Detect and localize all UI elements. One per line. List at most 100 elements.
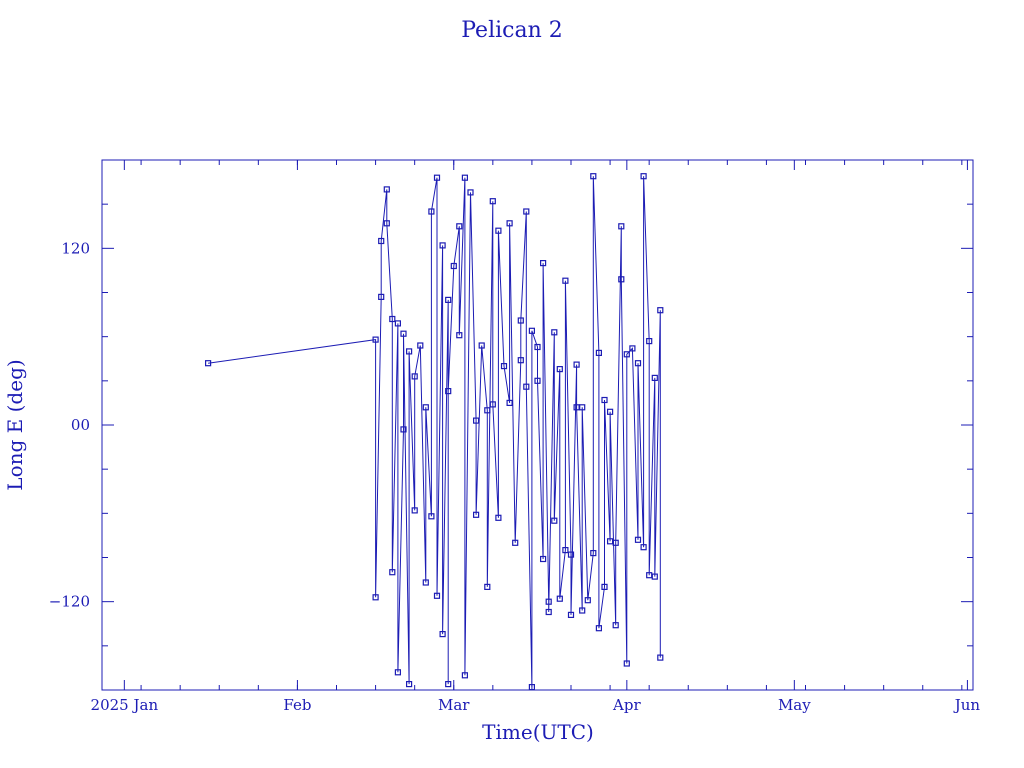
series-line (208, 176, 661, 688)
data-point (428, 513, 435, 520)
data-point (389, 315, 396, 323)
data-point (394, 320, 401, 327)
data-point (484, 583, 491, 591)
data-point (411, 373, 418, 380)
data-point (534, 377, 541, 384)
data-point (562, 277, 569, 284)
data-point (551, 517, 558, 524)
x-axis-label: Time(UTC) (482, 720, 594, 744)
data-point (389, 569, 396, 576)
y-tick-label: 00 (71, 416, 90, 434)
y-axis-label: Long E (deg) (3, 359, 27, 490)
data-point (528, 327, 536, 334)
data-point (629, 345, 636, 352)
y-tick-label: 120 (61, 239, 90, 257)
data-point (651, 573, 658, 580)
data-point (523, 383, 530, 390)
data-point (461, 174, 468, 181)
data-point (506, 220, 513, 227)
data-point (567, 611, 575, 619)
data-point (372, 594, 379, 601)
data-point (606, 538, 614, 545)
x-axis: 2025 Jan Feb Mar Apr May Jun (91, 160, 981, 714)
data-point (623, 351, 630, 358)
x-tick-label: Feb (283, 696, 311, 714)
data-point (634, 536, 642, 543)
data-point (383, 186, 390, 193)
data-point (400, 426, 407, 433)
data-point (406, 348, 413, 355)
data-point (539, 555, 547, 563)
y-axis: 120 00 −120 (49, 159, 973, 691)
data-point (406, 680, 413, 688)
data-point (612, 539, 619, 546)
data-point (394, 669, 401, 676)
data-point (551, 329, 558, 336)
x-tick-label: Jun (953, 696, 981, 714)
data-point (657, 654, 664, 661)
data-point (595, 349, 603, 356)
data-point (573, 404, 580, 411)
data-point (584, 597, 591, 604)
plot-frame (101, 159, 974, 691)
data-point (478, 342, 485, 349)
data-point (445, 296, 452, 303)
data-point (500, 363, 508, 370)
data-point (495, 514, 502, 521)
x-tick-label: 2025 Jan (91, 696, 159, 714)
data-point (517, 317, 524, 324)
data-point (640, 544, 647, 551)
data-point (422, 579, 429, 586)
data-point (562, 546, 569, 554)
data-point (539, 260, 547, 267)
x-tick-label: May (778, 696, 811, 714)
data-point (573, 361, 580, 368)
data-point (556, 595, 563, 602)
data-point (612, 622, 619, 629)
data-point (378, 293, 385, 300)
data-point (484, 407, 491, 414)
data-point (205, 360, 212, 367)
data-point (517, 357, 524, 364)
data-point (534, 343, 541, 351)
data-point (618, 223, 625, 230)
data-point (400, 330, 407, 337)
data-point (579, 607, 586, 614)
data-point (372, 336, 379, 343)
x-tick-label: Mar (438, 696, 470, 714)
data-point (433, 174, 441, 181)
data-point (445, 680, 452, 688)
data-point (473, 417, 480, 424)
plot-area (205, 173, 664, 690)
data-point (495, 227, 502, 234)
data-point (439, 630, 446, 638)
data-point (428, 208, 435, 215)
y-tick-label: −120 (49, 593, 90, 611)
data-point (567, 551, 575, 558)
data-point (590, 173, 597, 180)
data-point (601, 583, 608, 591)
data-point (439, 242, 446, 249)
data-point (433, 592, 441, 599)
data-point (657, 307, 664, 314)
data-point (489, 401, 496, 408)
data-point (512, 539, 519, 546)
data-point (506, 399, 513, 406)
data-point (545, 598, 552, 605)
data-point (646, 338, 653, 345)
data-point (473, 511, 480, 518)
data-point (595, 625, 603, 632)
data-point (417, 342, 424, 349)
data-point (411, 507, 418, 514)
data-point (590, 549, 597, 557)
data-point (606, 408, 614, 415)
data-point (422, 404, 429, 411)
data-point (634, 360, 642, 367)
data-point (467, 189, 474, 196)
data-point (456, 223, 463, 230)
data-point (383, 220, 390, 227)
data-point (378, 237, 385, 245)
data-point (579, 404, 586, 411)
data-point (450, 262, 457, 270)
data-point (456, 332, 463, 339)
